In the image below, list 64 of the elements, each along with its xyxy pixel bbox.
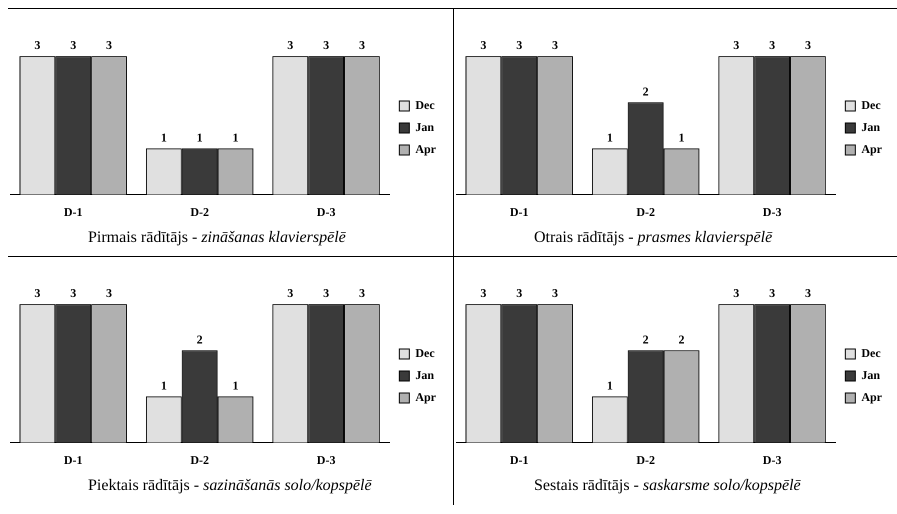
x-tick-label: D-2 <box>190 452 210 467</box>
text: Pirmais rādītājs - zināšanas klavierspēlē <box>88 229 346 246</box>
data-label: 3 <box>287 286 294 300</box>
data-label: 1 <box>232 130 238 145</box>
legend-label: Apr <box>861 390 883 404</box>
data-label: 2 <box>196 332 203 346</box>
legend-label: Jan <box>861 120 880 134</box>
data-label: 3 <box>480 286 486 300</box>
data-label: 3 <box>358 38 365 52</box>
data-label: 3 <box>804 286 811 300</box>
x-tick-label: D-1 <box>510 452 529 467</box>
data-label: 3 <box>323 38 330 52</box>
data-label: 3 <box>480 38 486 52</box>
data-label: 3 <box>516 286 522 300</box>
x-tick-label: D-1 <box>64 452 83 467</box>
data-label: 1 <box>196 130 203 145</box>
data-label: 1 <box>160 378 167 393</box>
data-label: 3 <box>769 38 776 52</box>
data-label: 3 <box>34 286 40 300</box>
data-label: 3 <box>70 286 76 300</box>
data-label: 1 <box>606 378 613 393</box>
x-tick-label: D-1 <box>510 204 529 219</box>
legend-label: Dec <box>861 98 882 112</box>
x-tick-label: D-3 <box>316 452 336 467</box>
data-label: 2 <box>642 332 649 346</box>
data-label: 3 <box>34 38 40 52</box>
data-label: 1 <box>160 130 167 145</box>
x-tick-label: D-2 <box>636 204 656 219</box>
x-tick-label: D-3 <box>762 452 782 467</box>
legend-label: Dec <box>861 346 882 360</box>
data-label: 3 <box>552 38 558 52</box>
data-label: 1 <box>606 130 613 145</box>
legend-label: Dec <box>415 346 436 360</box>
data-label: 3 <box>516 38 522 52</box>
data-label: 3 <box>287 38 294 52</box>
x-tick-label: D-2 <box>190 204 210 219</box>
legend-label: Jan <box>415 120 434 134</box>
data-label: 1 <box>678 130 684 145</box>
data-label: 3 <box>769 286 776 300</box>
data-label: 3 <box>358 286 365 300</box>
data-label: 2 <box>642 84 649 98</box>
text: Piektais rādītājs - sazināšanās solo/kopspēlē <box>88 477 372 494</box>
legend-label: Apr <box>415 142 437 156</box>
x-tick-label: D-2 <box>636 452 656 467</box>
data-label: 3 <box>323 286 330 300</box>
data-label: 3 <box>106 286 112 300</box>
legend-label: Jan <box>861 368 880 382</box>
legend-label: Jan <box>415 368 434 382</box>
text: Sestais rādītājs - saskarsme solo/kopspēlē <box>534 477 801 494</box>
data-label: 1 <box>232 378 238 393</box>
data-label: 3 <box>70 38 76 52</box>
x-tick-label: D-3 <box>762 204 782 219</box>
legend-label: Apr <box>415 390 437 404</box>
data-label: 3 <box>733 286 740 300</box>
legend-label: Apr <box>861 142 883 156</box>
data-label: 3 <box>552 286 558 300</box>
data-label: 2 <box>678 332 684 346</box>
x-tick-label: D-3 <box>316 204 336 219</box>
data-label: 3 <box>106 38 112 52</box>
data-label: 3 <box>733 38 740 52</box>
x-tick-label: D-1 <box>64 204 83 219</box>
data-label: 3 <box>804 38 811 52</box>
legend-label: Dec <box>415 98 436 112</box>
text: Otrais rādītājs - prasmes klavierspēlē <box>534 229 772 246</box>
